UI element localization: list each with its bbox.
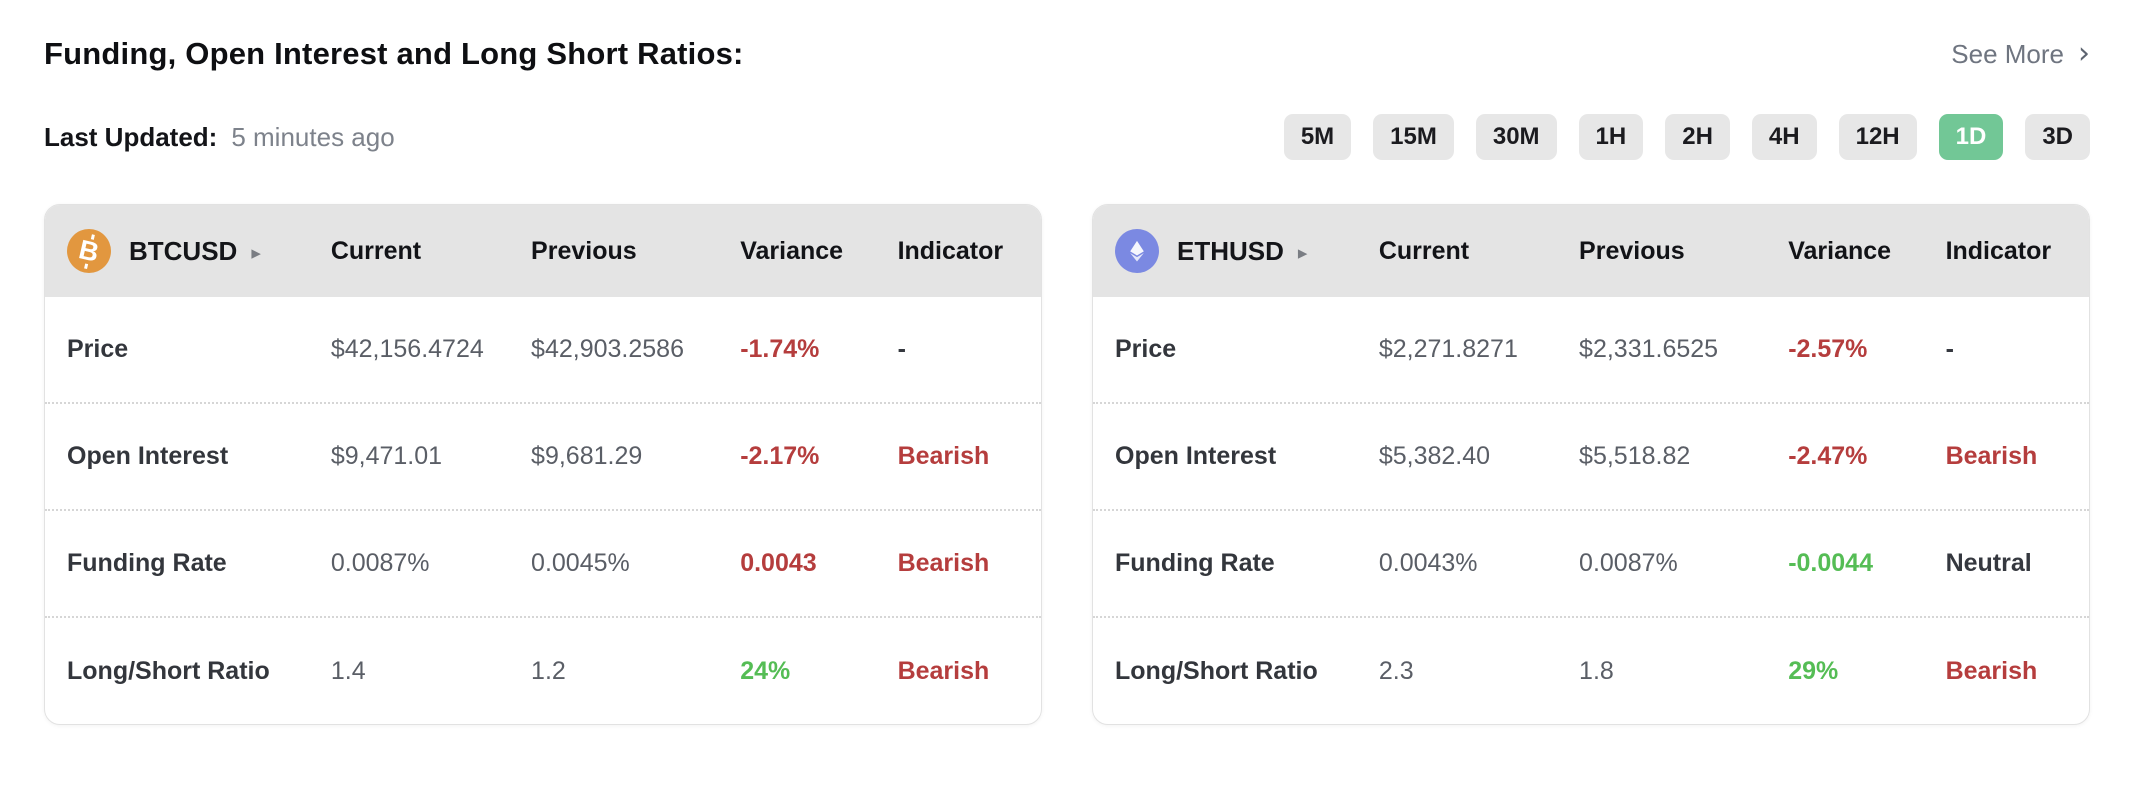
column-header-previous: Previous [531,236,637,265]
btcusd-table-header: B BTCUSD ▸ Current Previous Variance Ind… [45,205,1041,297]
variance-value: -2.47% [1788,442,1868,470]
see-more-link[interactable]: See More › [1951,39,2090,70]
previous-value: 1.8 [1579,657,1614,685]
chevron-right-icon: ▸ [1297,241,1308,264]
table-row-funding-rate: Funding Rate 0.0087% 0.0045% 0.0043 Bear… [45,511,1041,618]
variance-value: -1.74% [740,335,820,363]
btcusd-table: B BTCUSD ▸ Current Previous Variance Ind… [44,204,1042,725]
interval-button-1d[interactable]: 1D [1938,114,2004,160]
page-title: Funding, Open Interest and Long Short Ra… [44,36,744,71]
indicator-value: Bearish [897,657,990,685]
column-header-variance: Variance [1788,236,1892,265]
interval-selector: 5M 15M 30M 1H 2H 4H 12H 1D 3D [1283,114,2090,160]
table-row-open-interest: Open Interest $9,471.01 $9,681.29 -2.17%… [45,404,1041,511]
chevron-right-icon: ▸ [251,241,261,264]
previous-value: $42,903.2586 [531,335,684,363]
table-row-open-interest: Open Interest $5,382.40 $5,518.82 -2.47%… [1093,404,2089,511]
column-header-current: Current [1378,236,1470,265]
column-header-previous: Previous [1579,236,1685,265]
previous-value: 1.2 [531,657,566,685]
variance-value: -2.57% [1788,335,1868,363]
interval-button-12h[interactable]: 12H [1838,114,1917,160]
interval-button-15m[interactable]: 15M [1373,114,1454,160]
last-updated: Last Updated: 5 minutes ago [44,122,395,153]
row-label: Open Interest [67,442,229,470]
interval-button-30m[interactable]: 30M [1475,114,1557,160]
indicator-value: Bearish [897,442,990,470]
symbol-label: ETHUSD [1177,235,1284,266]
row-label: Price [67,335,129,363]
table-row-long-short-ratio: Long/Short Ratio 2.3 1.8 29% Bearish [1093,618,2089,724]
current-value: 1.4 [330,657,366,685]
meta-row: Last Updated: 5 minutes ago 5M 15M 30M 1… [44,114,2090,160]
column-header-indicator: Indicator [897,236,1004,265]
bitcoin-icon: B [67,229,111,273]
current-value: $42,156.4724 [330,335,484,363]
current-value: $5,382.40 [1378,442,1491,470]
column-header-current: Current [330,236,422,265]
variance-value: 24% [740,657,791,685]
ethereum-icon [1115,229,1159,273]
row-label: Price [1115,335,1177,363]
btcusd-symbol-cell[interactable]: B BTCUSD ▸ [45,229,331,273]
ethusd-symbol-cell[interactable]: ETHUSD ▸ [1093,229,1379,273]
interval-button-3d[interactable]: 3D [2025,114,2090,160]
see-more-label: See More [1951,38,2064,69]
interval-button-4h[interactable]: 4H [1751,114,1817,160]
table-row-price: Price $42,156.4724 $42,903.2586 -1.74% - [45,297,1041,404]
title-row: Funding, Open Interest and Long Short Ra… [44,36,2090,72]
current-value: $2,271.8271 [1378,335,1518,363]
ethusd-table: ETHUSD ▸ Current Previous Variance Indic… [1092,204,2090,725]
ethusd-table-header: ETHUSD ▸ Current Previous Variance Indic… [1093,205,2089,297]
row-label: Long/Short Ratio [67,657,270,685]
column-header-variance: Variance [740,236,844,265]
row-label: Funding Rate [67,549,227,577]
symbol-label: BTCUSD [129,235,238,266]
interval-button-2h[interactable]: 2H [1665,114,1730,160]
indicator-value: - [1945,335,1954,363]
variance-value: 0.0043 [740,549,817,577]
column-header-indicator: Indicator [1945,236,2052,265]
previous-value: $5,518.82 [1579,442,1691,470]
variance-value: -0.0044 [1788,549,1873,577]
table-row-price: Price $2,271.8271 $2,331.6525 -2.57% - [1093,297,2089,404]
indicator-value: Bearish [1945,657,2038,685]
previous-value: $2,331.6525 [1579,335,1719,363]
tables-container: B BTCUSD ▸ Current Previous Variance Ind… [44,204,2090,725]
indicator-value: Bearish [897,549,990,577]
indicator-value: Neutral [1945,549,2032,577]
indicator-value: Bearish [1945,442,2038,470]
current-value: $9,471.01 [330,442,443,470]
chevron-right-icon: › [2078,36,2090,71]
current-value: 0.0043% [1378,549,1478,577]
row-label: Funding Rate [1115,549,1275,577]
previous-value: 0.0087% [1579,549,1678,577]
previous-value: 0.0045% [531,549,630,577]
current-value: 2.3 [1378,657,1414,685]
interval-button-1h[interactable]: 1H [1578,114,1644,160]
interval-button-5m[interactable]: 5M [1283,114,1352,160]
row-label: Long/Short Ratio [1115,657,1318,685]
table-row-funding-rate: Funding Rate 0.0043% 0.0087% -0.0044 Neu… [1093,511,2089,618]
table-row-long-short-ratio: Long/Short Ratio 1.4 1.2 24% Bearish [45,618,1041,724]
row-label: Open Interest [1115,442,1277,470]
last-updated-value: 5 minutes ago [231,121,395,152]
indicator-value: - [897,335,906,363]
last-updated-label: Last Updated: [44,121,218,152]
previous-value: $9,681.29 [531,442,643,470]
variance-value: -2.17% [740,442,820,470]
current-value: 0.0087% [330,549,430,577]
variance-value: 29% [1788,657,1839,685]
